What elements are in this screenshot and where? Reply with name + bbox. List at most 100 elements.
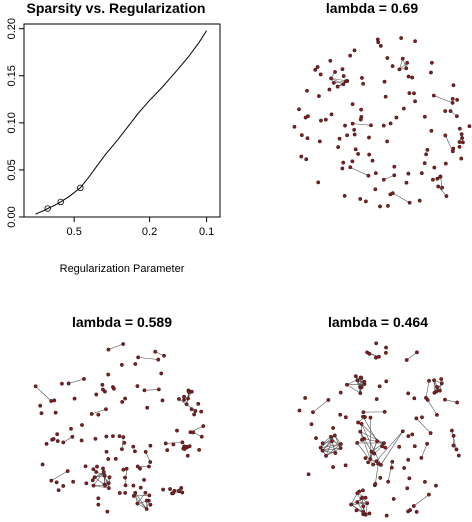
network-node bbox=[39, 411, 44, 416]
network-node bbox=[306, 472, 311, 477]
network-node bbox=[142, 477, 147, 482]
network-edge bbox=[361, 423, 382, 466]
network-node bbox=[316, 94, 321, 99]
network-node bbox=[340, 166, 345, 171]
network-node bbox=[432, 165, 437, 170]
network-edge bbox=[322, 435, 336, 451]
network-node bbox=[182, 394, 186, 399]
network-edge bbox=[375, 463, 379, 484]
network-node bbox=[419, 171, 424, 176]
network-node bbox=[315, 65, 320, 69]
network-node bbox=[111, 386, 116, 391]
network-edge bbox=[350, 504, 364, 513]
network-node bbox=[51, 437, 56, 441]
network-node bbox=[429, 128, 434, 133]
network-node bbox=[402, 466, 407, 470]
network-node bbox=[405, 60, 410, 65]
network-node bbox=[382, 79, 387, 84]
network-node bbox=[394, 115, 399, 120]
network-node bbox=[438, 174, 443, 179]
network-node bbox=[358, 375, 363, 380]
network-node bbox=[349, 502, 354, 507]
network-node bbox=[297, 408, 302, 413]
network-node bbox=[360, 437, 364, 442]
network-node bbox=[406, 171, 411, 176]
network-edge bbox=[108, 343, 124, 350]
network-node bbox=[199, 409, 204, 414]
network-node bbox=[435, 176, 440, 181]
network-edge bbox=[133, 495, 150, 497]
network-node bbox=[69, 426, 73, 431]
network-node bbox=[450, 96, 455, 101]
network-node bbox=[365, 501, 370, 506]
network-edge bbox=[361, 423, 386, 448]
network-node bbox=[378, 43, 383, 48]
network-node bbox=[451, 443, 456, 448]
network-node bbox=[361, 504, 366, 509]
network-node bbox=[100, 382, 105, 387]
network-node bbox=[162, 353, 166, 358]
network-node bbox=[331, 80, 336, 85]
network-node bbox=[390, 191, 395, 196]
network-edge bbox=[425, 380, 430, 398]
plot-frame bbox=[23, 23, 221, 218]
network-node bbox=[320, 441, 325, 446]
network-node bbox=[180, 490, 185, 495]
network-node bbox=[354, 508, 359, 513]
network-node bbox=[370, 158, 375, 163]
network-node bbox=[359, 75, 364, 80]
network-node bbox=[119, 362, 124, 367]
network-node bbox=[317, 139, 322, 144]
network-edge bbox=[360, 431, 385, 444]
network-node bbox=[55, 432, 60, 437]
network-node bbox=[94, 470, 99, 474]
network-node bbox=[336, 145, 341, 150]
network-node bbox=[133, 362, 138, 366]
network-node bbox=[358, 391, 363, 396]
network-node bbox=[422, 161, 427, 166]
network-node bbox=[156, 357, 161, 362]
network-node bbox=[201, 424, 206, 429]
network-node bbox=[44, 441, 49, 446]
network-node bbox=[414, 416, 419, 421]
network-node bbox=[121, 467, 126, 472]
network-edge bbox=[421, 443, 428, 459]
network-node bbox=[338, 390, 343, 395]
network-node bbox=[342, 193, 347, 198]
network-node bbox=[451, 83, 456, 88]
network-node bbox=[434, 412, 439, 417]
network-node bbox=[460, 136, 465, 140]
network-node bbox=[131, 444, 136, 449]
network-node bbox=[443, 109, 448, 114]
network-node bbox=[106, 486, 111, 491]
network-node bbox=[142, 388, 147, 393]
x-tick-label: 0.2 bbox=[142, 226, 157, 238]
network-node bbox=[123, 490, 128, 495]
network-node bbox=[356, 151, 361, 156]
network-node bbox=[397, 444, 402, 449]
y-tick-label: 0.20 bbox=[6, 18, 18, 39]
network-edge bbox=[322, 450, 336, 454]
network-node bbox=[358, 197, 363, 201]
network-node bbox=[184, 402, 189, 407]
network-node bbox=[352, 48, 357, 53]
network-node bbox=[384, 345, 388, 350]
network-node bbox=[383, 94, 388, 99]
network-edge bbox=[444, 399, 458, 403]
network-node bbox=[380, 444, 385, 449]
network-node bbox=[455, 400, 460, 405]
network-node bbox=[443, 161, 448, 166]
network-node bbox=[333, 451, 338, 455]
network-node bbox=[431, 93, 436, 98]
network-node bbox=[106, 347, 111, 352]
network-node bbox=[55, 439, 60, 443]
network-node bbox=[199, 434, 204, 439]
network-node bbox=[373, 171, 378, 176]
network-node bbox=[136, 355, 141, 360]
network-node bbox=[323, 117, 328, 122]
network-node bbox=[439, 381, 444, 386]
network-edge bbox=[437, 186, 447, 197]
network-node bbox=[414, 350, 419, 355]
network-node bbox=[406, 434, 411, 439]
network-node bbox=[366, 173, 371, 178]
